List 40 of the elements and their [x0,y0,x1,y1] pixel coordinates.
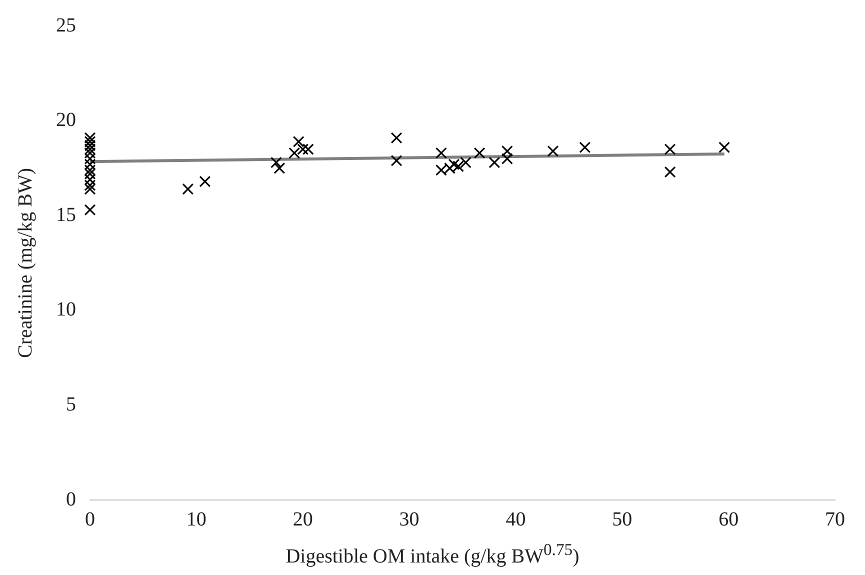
point [292,136,304,148]
point [288,147,300,159]
y-tick-label: 20 [56,109,76,132]
y-tick-label: 15 [56,204,76,226]
point [448,158,460,170]
x-tick-label: 60 [718,508,739,530]
point [390,154,402,166]
point [452,160,464,172]
x-tick-label: 40 [506,508,526,530]
point [302,143,314,155]
point [182,183,194,195]
point [274,162,286,174]
point [579,142,591,154]
point [435,164,447,176]
x-tick-label: 50 [612,508,632,530]
point [435,147,447,159]
point [488,156,500,168]
y-tick-label: 0 [66,488,76,510]
x-tick-label: 0 [85,508,95,530]
point [474,147,486,159]
x-axis-title: Digestible OM intake (g/kg BW$^{0.75}$) [284,540,580,569]
y-tick-label: 5 [66,393,76,416]
x-tick-label: 20 [292,508,313,530]
point [664,143,676,155]
x-tick-label: 70 [825,508,845,530]
point [664,166,676,178]
point [460,156,472,168]
x-tick-label: 10 [186,508,206,530]
y-tick-label: 10 [56,298,76,321]
point [390,132,402,144]
point [297,143,309,155]
y-axis-title: Creatinine (mg/kg BW) [14,168,36,358]
point [270,156,282,168]
x-tick-label: 30 [399,508,420,530]
point [199,176,211,188]
point [444,162,456,174]
point [718,142,730,154]
point [84,204,96,216]
y-tick-label: 25 [56,14,76,36]
point [547,145,559,157]
